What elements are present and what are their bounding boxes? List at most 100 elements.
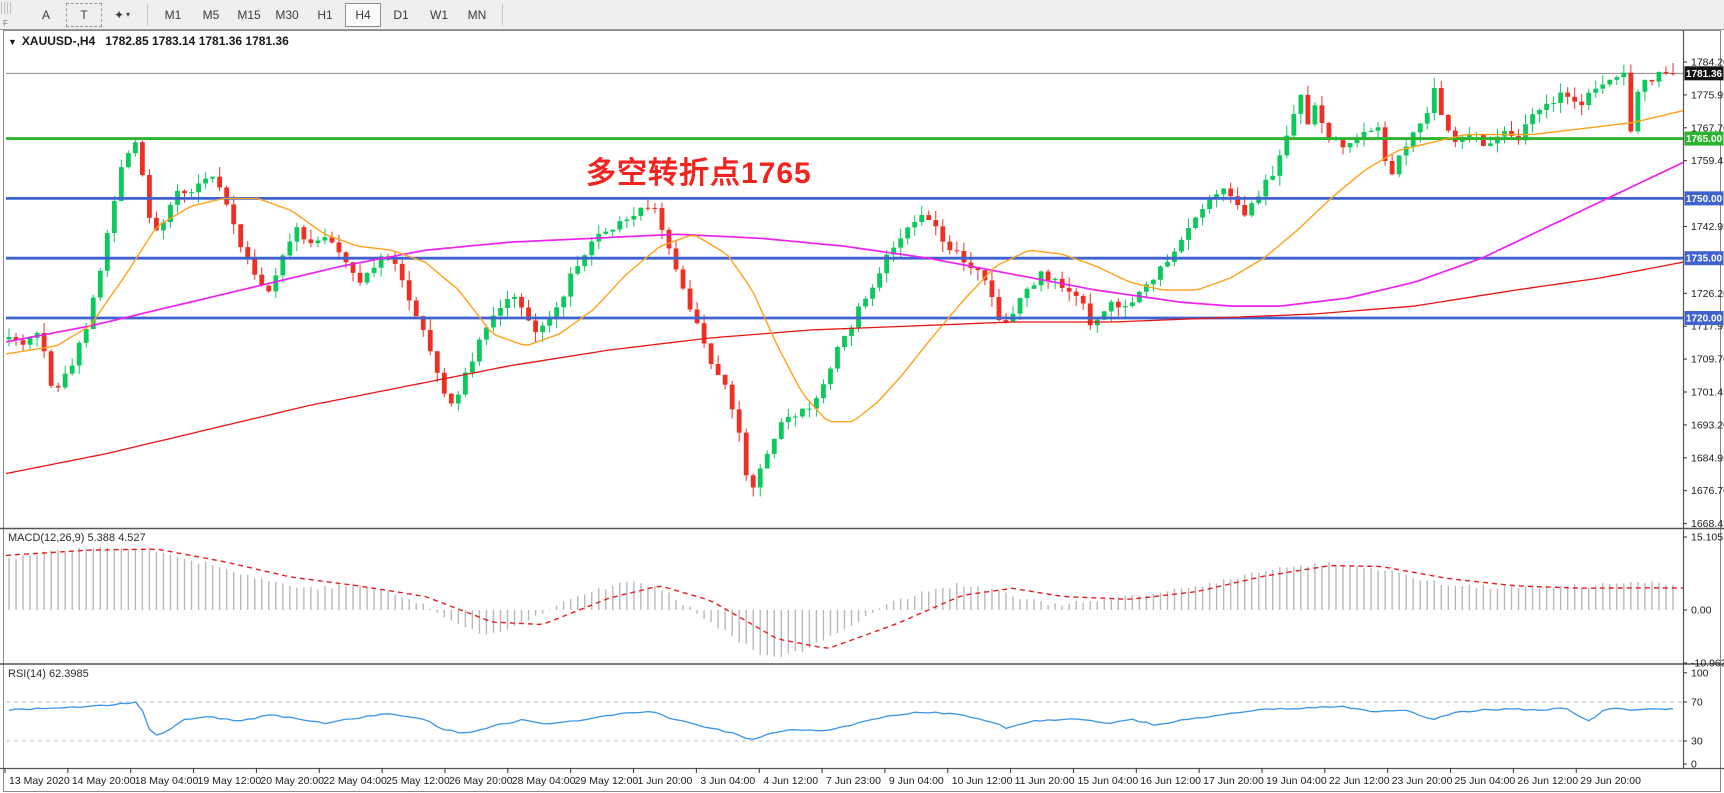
candle-body (1600, 84, 1606, 89)
timeframe-button-h4[interactable]: H4 (345, 2, 381, 27)
rsi-indicator-label: RSI(14) 62.3985 (8, 668, 89, 680)
candle-body (1488, 143, 1493, 146)
macd-panel[interactable] (5, 546, 1684, 658)
candle-body (1607, 79, 1613, 85)
candle-body (62, 373, 68, 388)
timeframe-button-m30[interactable]: M30 (275, 7, 299, 22)
candle-body (1151, 279, 1156, 285)
candle-body (1502, 131, 1507, 137)
candle-body (884, 254, 890, 274)
candle-body (1586, 92, 1592, 106)
candle-body (27, 337, 33, 345)
candle-body (757, 468, 763, 488)
candle-body (863, 298, 868, 307)
time-label: 25 May 12:00 (386, 775, 450, 787)
timeframe-button-m1[interactable]: M1 (164, 7, 182, 22)
macd-indicator-label: MACD(12,26,9) 5.388 4.527 (8, 532, 146, 544)
candle-body (603, 231, 609, 234)
toolbar-grip-icon: F (1, 1, 27, 28)
candle-body (266, 285, 272, 292)
rsi-tick-label: 70 (1691, 697, 1703, 709)
text-annotation[interactable]: 多空转折点1765 (586, 157, 812, 190)
time-label: 28 May 04:00 (512, 775, 576, 787)
candle-body (210, 176, 216, 179)
time-label: 16 Jun 12:00 (1140, 775, 1201, 787)
timeframe-button-m15[interactable]: M15 (237, 7, 261, 22)
candle-body (680, 269, 686, 289)
time-label: 26 Jun 12:00 (1517, 775, 1578, 787)
candle-body (224, 187, 230, 205)
timeframe-button-d1[interactable]: D1 (393, 7, 409, 22)
candle-body (715, 363, 721, 375)
symbol-dropdown-icon[interactable]: ▼ (8, 37, 17, 47)
candle-body (1263, 179, 1269, 197)
candle-body (526, 307, 531, 321)
candle-body (821, 384, 826, 399)
candle-body (1319, 105, 1325, 123)
rsi-panel[interactable] (6, 701, 1683, 742)
candle-body (378, 256, 384, 268)
drawing-tools-button[interactable]: ✦ ▾ (104, 3, 140, 27)
candle-body (217, 176, 223, 188)
font-tool-button[interactable]: A (41, 7, 50, 22)
grip-f-label: F (3, 18, 8, 28)
timeframe-button-h1[interactable]: H1 (317, 7, 333, 22)
candle-body (1326, 122, 1332, 138)
candle-body (125, 153, 131, 168)
candle-body (1312, 105, 1318, 125)
candle-body (498, 307, 503, 316)
candle-body (252, 256, 258, 275)
chart-canvas[interactable]: 1784.20 1775.95 1767.70 1759.45 1742.95 1726.… (0, 30, 1724, 793)
candle-body (708, 343, 714, 364)
candle-body (919, 215, 925, 222)
macd-tick-label: -10.963 (1691, 657, 1724, 669)
candle-body (1382, 127, 1388, 161)
candle-body (666, 229, 672, 249)
price-tick-label: 1701.45 (1691, 386, 1724, 398)
candle-body (329, 237, 335, 243)
candle-body (1509, 131, 1514, 136)
candle-body (399, 263, 405, 281)
candle-body (849, 327, 854, 336)
candle-body (161, 222, 166, 231)
rsi-tick-label: 30 (1691, 736, 1703, 748)
level-price-badge: 1750.00 (1686, 194, 1723, 205)
ma-slow-line (5, 261, 1684, 475)
candle-body (1144, 284, 1149, 292)
candle-body (55, 385, 61, 388)
candle-body (83, 329, 89, 343)
candle-body (196, 183, 201, 193)
candle-body (1200, 209, 1205, 218)
timeframe-button-w1[interactable]: W1 (430, 7, 448, 22)
text-tool-button[interactable]: T (66, 2, 102, 27)
candle-body (701, 323, 707, 344)
candle-body (1270, 175, 1276, 180)
candle-body (926, 215, 932, 221)
candle-body (806, 408, 812, 410)
candle-body (729, 384, 735, 410)
candle-body (118, 167, 124, 201)
candle-body (1544, 103, 1550, 110)
axes: 1784.20 1775.95 1767.70 1759.45 1742.95 1726.… (4, 57, 1724, 787)
candle-body (182, 190, 187, 194)
timeframe-button-mn[interactable]: MN (467, 7, 487, 22)
level-price-badge-bg (1684, 251, 1724, 266)
candle-body (1207, 199, 1212, 210)
candle-body (638, 207, 644, 216)
candle-body (898, 238, 904, 248)
candle-body (1368, 130, 1374, 132)
candle-body (154, 217, 159, 231)
macd-tick-label: 15.105 (1691, 532, 1723, 544)
candle-body (420, 316, 426, 330)
ma-mid-line (5, 161, 1684, 343)
candle-body (1228, 188, 1234, 197)
level-price-badge: 1765.00 (1686, 134, 1723, 145)
main-chart-panel[interactable] (5, 62, 1684, 497)
candle-body (469, 361, 475, 373)
timeframe-button-m5[interactable]: M5 (202, 7, 220, 22)
candle-body (1256, 196, 1262, 204)
candle-body (280, 255, 286, 276)
time-label: 13 May 2020 (9, 775, 70, 787)
candle-body (1066, 287, 1072, 292)
candle-body (139, 142, 145, 175)
